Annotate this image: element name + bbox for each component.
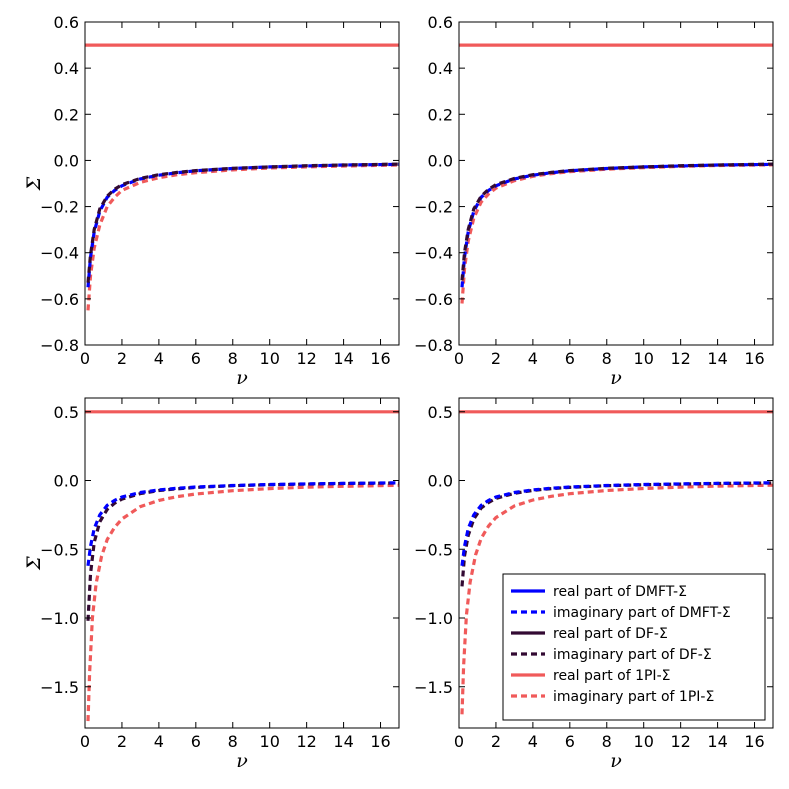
series-line-imaginary-part-of-dmft- bbox=[86, 481, 399, 567]
x-axis-label: ν bbox=[610, 367, 622, 389]
x-tick-label: 10 bbox=[634, 349, 654, 368]
plot-frame bbox=[458, 21, 774, 346]
x-tick-label: 2 bbox=[491, 349, 501, 368]
legend-box bbox=[502, 573, 766, 721]
plot-frame bbox=[84, 397, 400, 729]
x-tick-label: 16 bbox=[744, 732, 764, 751]
x-tick-label: 14 bbox=[707, 349, 727, 368]
x-tick-label: 14 bbox=[333, 349, 353, 368]
y-tick-label: 0.0 bbox=[54, 151, 79, 170]
y-tick-label: −1.0 bbox=[414, 609, 453, 628]
x-axis-label: ν bbox=[236, 367, 248, 389]
y-tick-label: −0.4 bbox=[414, 244, 453, 263]
x-tick-label: 6 bbox=[191, 349, 201, 368]
y-tick-label: −1.5 bbox=[414, 678, 453, 697]
y-tick-label: −0.2 bbox=[40, 198, 79, 217]
y-tick-label: 0.0 bbox=[428, 472, 453, 491]
legend-label: imaginary part of DF-Σ bbox=[553, 647, 712, 663]
x-tick-label: 0 bbox=[454, 349, 464, 368]
panel-1: 0 2 4 6 8 10 12 14 16 −0.8 −0.6 −0.4 −0.2 0.0 0.2 0.4 0.… bbox=[23, 13, 400, 389]
x-tick-label: 8 bbox=[228, 732, 238, 751]
legend-label: real part of 1PI-Σ bbox=[553, 668, 670, 684]
y-tick-label: 0.2 bbox=[428, 105, 453, 124]
series-line-imaginary-part-of-1pi- bbox=[460, 163, 773, 304]
y-tick-label: −0.5 bbox=[40, 540, 79, 559]
y-tick-label: −0.6 bbox=[414, 290, 453, 309]
series-line-imaginary-part-of-df- bbox=[86, 162, 399, 283]
x-tick-label: 4 bbox=[528, 349, 538, 368]
x-tick-label: 12 bbox=[296, 349, 316, 368]
y-tick-label: 0.4 bbox=[428, 59, 453, 78]
x-tick-label: 12 bbox=[296, 732, 316, 751]
series-line-imaginary-part-of-dmft- bbox=[460, 481, 773, 567]
series-line-imaginary-part-of-dmft- bbox=[460, 162, 773, 288]
x-tick-label: 16 bbox=[370, 349, 390, 368]
y-tick-label: −1.0 bbox=[40, 609, 79, 628]
x-tick-label: 8 bbox=[228, 349, 238, 368]
panel-2: 0 2 4 6 8 10 12 14 16 −0.8 −0.6 −0.4 −0.2 0.0 0.2 0.4 0.… bbox=[414, 13, 774, 389]
x-tick-label: 2 bbox=[491, 732, 501, 751]
legend-label: imaginary part of 1PI-Σ bbox=[553, 689, 714, 705]
series-line-imaginary-part-of-df- bbox=[460, 481, 773, 587]
x-tick-label: 16 bbox=[370, 732, 390, 751]
x-tick-label: 10 bbox=[634, 732, 654, 751]
y-tick-label: 0.5 bbox=[54, 403, 79, 422]
y-tick-label: 0.5 bbox=[428, 403, 453, 422]
x-tick-label: 8 bbox=[602, 732, 612, 751]
y-tick-label: −1.5 bbox=[40, 678, 79, 697]
plot-frame bbox=[84, 21, 400, 346]
y-tick-label: 0.6 bbox=[54, 13, 79, 32]
x-axis-label: ν bbox=[236, 750, 248, 772]
x-tick-label: 4 bbox=[154, 732, 164, 751]
x-tick-label: 2 bbox=[117, 349, 127, 368]
y-tick-label: −0.4 bbox=[40, 244, 79, 263]
series-line-imaginary-part-of-dmft- bbox=[86, 162, 399, 288]
legend: real part of DMFT-Σ imaginary part of DMF… bbox=[502, 573, 766, 721]
x-tick-label: 0 bbox=[80, 349, 90, 368]
y-tick-label: 0.6 bbox=[428, 13, 453, 32]
legend-label: real part of DF-Σ bbox=[553, 626, 668, 642]
x-tick-label: 10 bbox=[260, 349, 280, 368]
x-tick-label: 2 bbox=[117, 732, 127, 751]
y-axis-label: Σ bbox=[23, 556, 45, 571]
x-tick-label: 10 bbox=[260, 732, 280, 751]
x-axis-label: ν bbox=[610, 750, 622, 772]
series-line-imaginary-part-of-1pi- bbox=[86, 163, 399, 311]
x-tick-label: 8 bbox=[602, 349, 612, 368]
y-tick-label: −0.2 bbox=[414, 198, 453, 217]
series-line-imaginary-part-of-1pi- bbox=[86, 483, 399, 722]
x-tick-label: 16 bbox=[744, 349, 764, 368]
x-tick-label: 14 bbox=[707, 732, 727, 751]
panel-4: 0 2 4 6 8 10 12 14 16 −1.5 −1.0 −0.5 0.0 0.5 ν bbox=[414, 397, 774, 772]
x-tick-label: 6 bbox=[565, 732, 575, 751]
x-tick-label: 4 bbox=[154, 349, 164, 368]
panel-3: 0 2 4 6 8 10 12 14 16 −1.5 −1.0 −0.5 0.0 0.5 ν Σ bbox=[23, 397, 400, 772]
legend-label: real part of DMFT-Σ bbox=[553, 584, 687, 600]
x-tick-label: 6 bbox=[191, 732, 201, 751]
legend-label: imaginary part of DMFT-Σ bbox=[553, 605, 731, 621]
x-tick-label: 12 bbox=[670, 732, 690, 751]
x-tick-label: 6 bbox=[565, 349, 575, 368]
y-tick-label: 0.4 bbox=[54, 59, 79, 78]
y-tick-label: 0.0 bbox=[54, 472, 79, 491]
y-tick-label: −0.8 bbox=[414, 336, 453, 355]
y-tick-label: −0.8 bbox=[40, 336, 79, 355]
y-tick-label: 0.2 bbox=[54, 105, 79, 124]
y-tick-label: −0.5 bbox=[414, 540, 453, 559]
x-tick-label: 14 bbox=[333, 732, 353, 751]
x-tick-label: 0 bbox=[80, 732, 90, 751]
y-tick-label: 0.0 bbox=[428, 151, 453, 170]
series-line-imaginary-part-of-1pi- bbox=[460, 483, 773, 715]
x-tick-label: 0 bbox=[454, 732, 464, 751]
series-line-imaginary-part-of-df- bbox=[86, 481, 399, 621]
series-line-imaginary-part-of-df- bbox=[460, 162, 773, 281]
x-tick-label: 4 bbox=[528, 732, 538, 751]
plot-frame bbox=[458, 397, 774, 729]
y-tick-label: −0.6 bbox=[40, 290, 79, 309]
y-axis-label: Σ bbox=[23, 176, 45, 191]
x-tick-label: 12 bbox=[670, 349, 690, 368]
